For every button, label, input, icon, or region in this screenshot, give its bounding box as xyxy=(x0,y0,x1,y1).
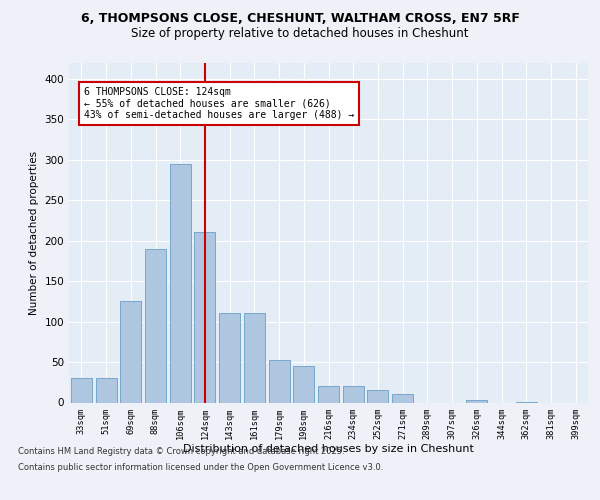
Text: Contains public sector information licensed under the Open Government Licence v3: Contains public sector information licen… xyxy=(18,462,383,471)
Bar xyxy=(120,302,141,402)
Bar xyxy=(392,394,413,402)
Text: 6 THOMPSONS CLOSE: 124sqm
← 55% of detached houses are smaller (626)
43% of semi: 6 THOMPSONS CLOSE: 124sqm ← 55% of detac… xyxy=(84,87,354,120)
Text: Contains HM Land Registry data © Crown copyright and database right 2025.: Contains HM Land Registry data © Crown c… xyxy=(18,448,344,456)
Bar xyxy=(219,314,240,402)
Bar xyxy=(71,378,92,402)
Bar xyxy=(145,248,166,402)
Bar xyxy=(343,386,364,402)
Bar xyxy=(367,390,388,402)
Bar xyxy=(194,232,215,402)
Y-axis label: Number of detached properties: Number of detached properties xyxy=(29,150,39,314)
Bar xyxy=(244,314,265,402)
Bar xyxy=(466,400,487,402)
Bar xyxy=(95,378,116,402)
X-axis label: Distribution of detached houses by size in Cheshunt: Distribution of detached houses by size … xyxy=(183,444,474,454)
Text: Size of property relative to detached houses in Cheshunt: Size of property relative to detached ho… xyxy=(131,28,469,40)
Bar xyxy=(269,360,290,403)
Bar xyxy=(293,366,314,403)
Bar xyxy=(318,386,339,402)
Bar xyxy=(170,164,191,402)
Text: 6, THOMPSONS CLOSE, CHESHUNT, WALTHAM CROSS, EN7 5RF: 6, THOMPSONS CLOSE, CHESHUNT, WALTHAM CR… xyxy=(80,12,520,26)
